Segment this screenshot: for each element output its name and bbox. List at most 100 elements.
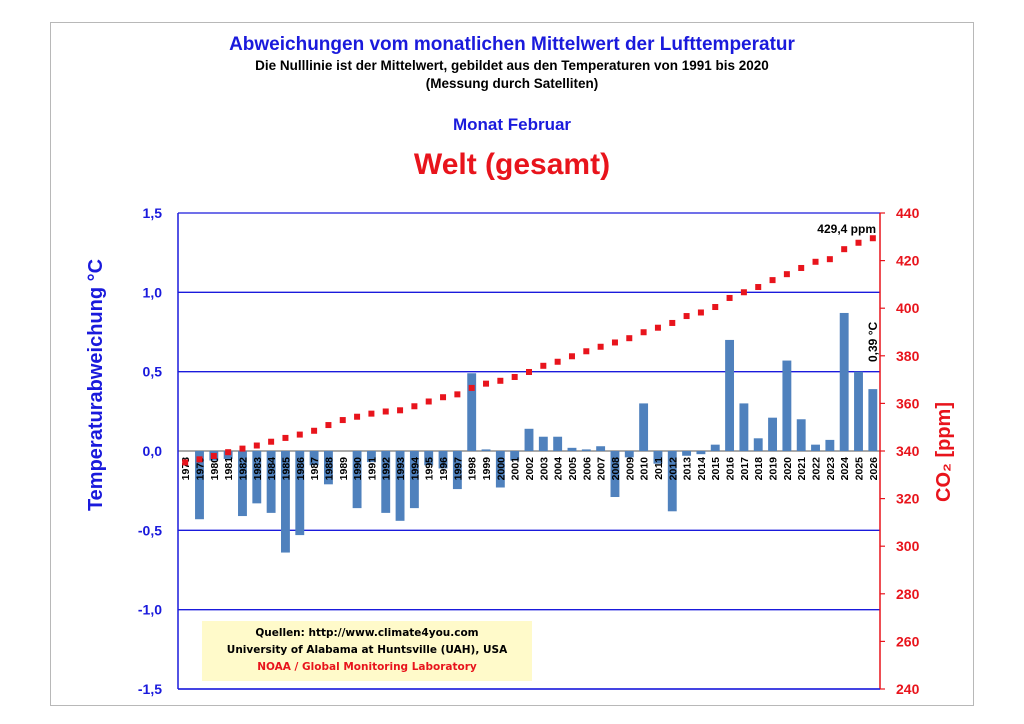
temperature-bar [653,451,663,464]
co2-point [253,442,260,449]
co2-point [239,445,246,452]
x-tick-labels: 1978 1979 1980 1981 1982 1983 1984 1985 1986 1987… [180,457,880,481]
x-tick-label: 2010 [639,457,651,481]
y-tick-label: -1,0 [138,602,162,618]
x-tick-label: 1998 [467,457,479,481]
y2-tick-label: 380 [896,348,920,364]
co2-point [826,256,833,263]
co2-point [483,380,490,387]
x-tick-label: 2022 [811,457,823,481]
y2-tick-label: 260 [896,633,920,649]
temperature-bar [352,451,362,509]
x-tick-label: 1997 [452,457,464,481]
x-tick-label: 1980 [209,457,221,481]
co2-point [268,438,275,445]
co2-point [855,239,862,246]
x-tick-label: 2021 [796,457,808,481]
temperature-bar [839,312,849,451]
temperature-bar [624,451,634,458]
co2-point [841,246,848,253]
x-tick-label: 2007 [596,457,608,481]
co2-point [282,434,289,441]
co2-point [196,456,203,463]
y2-tick-labels: 440 420 400 380 360 340 320 300 280 260 240 [896,205,920,697]
x-tick-label: 2005 [567,457,579,481]
temperature-bar [782,360,792,451]
chart-title: Abweichungen vom monatlichen Mittelwert … [229,34,795,55]
temperature-bar [281,451,290,553]
x-tick-label: 1989 [338,457,350,481]
chart-subtitle-baseline: Die Nulllinie ist der Mittelwert, gebild… [255,58,769,73]
temperature-bar [452,451,462,490]
co2-point [540,362,547,369]
co2-point [783,271,790,278]
temperature-bar [238,451,247,517]
temperature-bar [309,451,319,466]
temperature-bar [323,451,333,485]
temperature-bar [610,451,620,498]
temperature-bar [538,436,548,451]
temperature-bar [438,451,448,469]
co2-point [755,284,762,291]
x-tick-label: 2003 [538,457,550,481]
temperature-bar [295,451,305,536]
x-tick-label: 1991 [366,457,378,481]
temperature-bars [195,312,878,553]
temperature-bar [195,451,204,520]
co2-point [869,235,876,242]
y2-tick-label: 440 [896,205,920,221]
co2-series [182,235,876,466]
x-tick-label: 2008 [610,457,622,481]
source-line-uah: University of Alabama at Huntsville (UAH… [226,644,508,656]
temperature-bar [395,451,405,521]
temperature-bar [567,447,577,451]
x-tick-label: 2012 [667,457,679,481]
x-tick-label: 2026 [868,457,880,481]
co2-point [425,398,432,405]
co2-point [726,294,733,301]
x-tick-label: 1981 [223,457,235,481]
co2-point [611,339,618,346]
x-tick-label: 1986 [295,457,307,481]
y2-tick-label: 320 [896,491,920,507]
x-tick-label: 1996 [438,457,450,481]
co2-point [640,329,647,336]
x-tick-label: 2000 [495,457,507,481]
temperature-bar [252,451,262,504]
x-tick-label: 1984 [266,457,278,481]
co2-point [554,358,561,365]
y-tick-label: 1,0 [143,284,163,300]
temperature-bar [753,438,763,451]
x-tick-label: 1982 [237,457,249,481]
temp-last-annotation: 0,39 °C [866,322,880,362]
co2-point [626,335,633,342]
chart-subtitle-measurement: (Messung durch Satelliten) [425,76,599,91]
temperature-bar [366,451,376,463]
x-tick-label: 1995 [424,457,436,481]
x-tick-label: 1983 [252,457,264,481]
co2-last-annotation: 429,4 ppm [817,222,876,236]
co2-point [697,309,704,316]
x-tick-label: 2018 [753,457,765,481]
temperature-bar [710,444,720,451]
temperature-bar [266,451,276,513]
y-tick-label: -1,5 [138,681,162,697]
temperature-bar [510,451,520,461]
co2-point [683,313,690,320]
x-tick-label: 2004 [553,457,565,481]
temperature-bar [811,444,820,451]
x-tick-label: 1988 [323,457,335,481]
co2-point [411,403,418,410]
temperature-bar [424,451,434,466]
co2-point [740,289,747,296]
y-axis-label: Temperaturabweichung °C [85,259,107,511]
temperature-bar [596,446,606,451]
temperature-bar [381,451,391,513]
co2-point [296,431,303,438]
temperature-bar [481,449,491,451]
co2-point [225,449,232,456]
temperature-bar [524,428,534,451]
co2-point [654,324,661,331]
co2-point [511,373,518,380]
